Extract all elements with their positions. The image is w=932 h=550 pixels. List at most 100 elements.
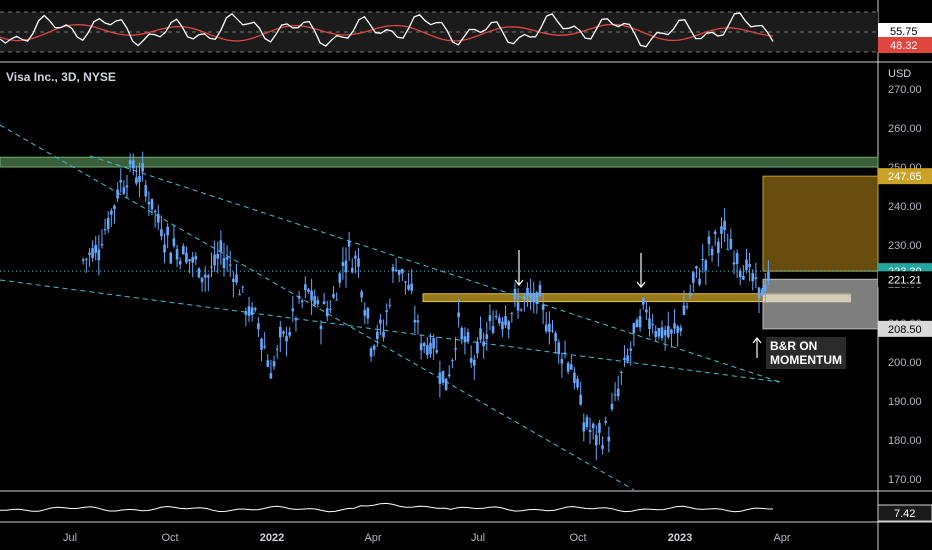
candle-body	[729, 238, 733, 249]
candle-body	[523, 295, 526, 300]
candle-body	[419, 343, 423, 351]
candle	[244, 307, 248, 327]
candle-body	[172, 238, 176, 247]
candle-body	[391, 267, 395, 272]
candle-body	[660, 327, 664, 339]
candle-body	[638, 316, 642, 328]
arrow-head-0	[514, 279, 524, 286]
candle	[551, 320, 554, 333]
candle-body	[163, 244, 166, 253]
candle	[754, 262, 758, 289]
candle	[563, 340, 567, 359]
candle	[501, 317, 504, 337]
candle-body	[573, 372, 576, 384]
candle	[742, 265, 745, 280]
candle	[541, 294, 545, 325]
candle-body	[748, 264, 751, 268]
candle	[623, 345, 626, 367]
candle-body	[197, 268, 201, 278]
rsi-badge: 55.75	[878, 23, 932, 39]
y-tick-label: 270.00	[888, 84, 922, 96]
candle	[416, 314, 420, 335]
candle	[620, 370, 623, 385]
candle	[657, 327, 661, 340]
candle	[310, 278, 313, 315]
candle-body	[100, 244, 104, 246]
candle-body	[357, 258, 360, 267]
candle-body	[404, 281, 407, 283]
candle-body	[648, 318, 651, 330]
candle	[207, 273, 210, 292]
candle	[601, 436, 604, 455]
candle	[272, 355, 276, 370]
candle	[247, 296, 251, 323]
candle	[498, 313, 501, 326]
candle-body	[272, 361, 276, 367]
candle-body	[751, 273, 755, 282]
candle	[767, 260, 770, 285]
rsi-badge-label: 55.75	[890, 26, 918, 38]
candle	[279, 320, 282, 353]
candle-body	[457, 312, 460, 318]
candle	[282, 330, 285, 337]
candle	[560, 352, 564, 378]
candle-body	[582, 422, 586, 432]
candle	[429, 333, 432, 358]
rsi-line	[0, 12, 774, 48]
candle-body	[698, 278, 701, 285]
candle-body	[544, 324, 548, 332]
candle-body	[591, 423, 595, 429]
candle-body	[297, 295, 301, 299]
candle	[182, 243, 185, 255]
candle	[566, 361, 570, 375]
candle-body	[654, 331, 658, 338]
annotation-line-1: B&R ON	[770, 339, 818, 353]
candle-body	[185, 252, 188, 263]
candle-body	[569, 364, 573, 370]
candle-body	[641, 298, 645, 305]
candle-body	[651, 324, 654, 326]
candle-body	[250, 307, 254, 315]
candle	[360, 289, 363, 303]
candle	[582, 413, 586, 442]
candle	[354, 250, 357, 274]
candle	[692, 270, 695, 293]
candle-body	[275, 348, 279, 350]
candle	[654, 325, 658, 342]
candle	[178, 257, 182, 270]
candle	[197, 267, 201, 279]
annotation-line-2: MOMENTUM	[770, 353, 842, 367]
candle-body	[366, 308, 370, 319]
candle	[235, 263, 238, 286]
candle	[616, 375, 620, 401]
candle-body	[645, 309, 648, 313]
candle-body	[623, 357, 626, 361]
candle	[357, 247, 360, 278]
y-tick-label: 240.00	[888, 201, 922, 213]
candle-body	[541, 304, 545, 310]
candle-body	[447, 374, 451, 377]
candle-body	[266, 360, 270, 367]
candle	[291, 296, 295, 323]
arrow-head-2	[752, 337, 762, 344]
candle-body	[513, 288, 517, 300]
candle-body	[554, 333, 557, 342]
candle	[338, 272, 342, 288]
candle-body	[394, 269, 398, 271]
candle	[319, 320, 323, 345]
candle-body	[260, 338, 263, 350]
candle	[241, 286, 245, 293]
candle-body	[613, 394, 617, 396]
candle-body	[657, 328, 661, 337]
candle	[332, 286, 335, 300]
candle	[504, 305, 507, 329]
price-badge-label: 208.50	[888, 324, 922, 336]
candle	[150, 198, 154, 216]
candle	[488, 304, 492, 331]
x-tick-label: Apr	[773, 532, 790, 544]
rsi-badge-bg	[878, 37, 932, 53]
rsi-badge-bg	[878, 23, 932, 39]
candle	[469, 345, 473, 369]
candle-body	[372, 345, 376, 350]
